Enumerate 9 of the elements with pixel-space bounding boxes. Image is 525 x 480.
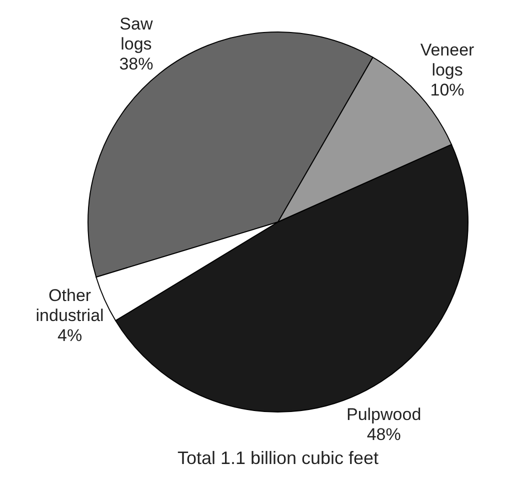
slice-label: Saw logs	[120, 14, 154, 54]
data-label: 10%	[430, 80, 464, 100]
slice-label: Pulpwood	[346, 404, 422, 424]
slice-label: Other industrial	[36, 286, 104, 325]
data-label: 38%	[119, 54, 154, 74]
text: Total 1.1 billion cubic feet	[177, 448, 379, 468]
data-label: 48%	[366, 424, 401, 444]
slice-label: Veneer logs	[420, 40, 475, 80]
data-label: 4%	[58, 326, 82, 345]
